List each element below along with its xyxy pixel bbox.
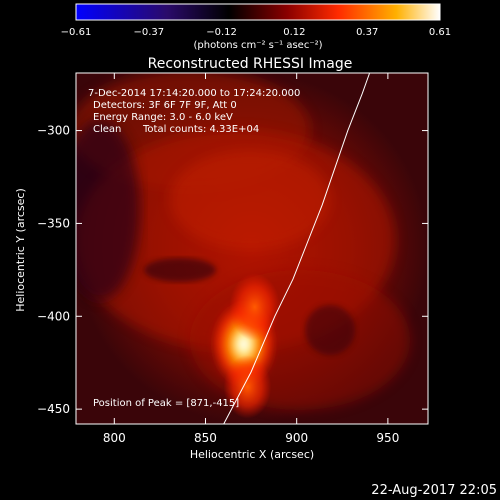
y-tick-label: −400	[37, 309, 70, 323]
emission-sources	[210, 273, 280, 419]
heatmap-image	[76, 73, 428, 424]
x-tick-label: 850	[194, 431, 217, 445]
plot-frame	[75, 72, 429, 425]
axes: 800 850 900 950 −300 −350 −400 −450	[37, 73, 428, 445]
clean-text: Clean	[93, 124, 121, 135]
total-counts-text: Total counts: 4.33E+04	[142, 124, 259, 135]
y-tick-label: −350	[37, 216, 70, 230]
emission-source	[223, 355, 272, 419]
solar-limb-curve	[223, 72, 371, 425]
colorbar-unit-label: (photons cm⁻² s⁻¹ asec⁻²)	[193, 40, 322, 51]
colorbar-tick-label: 0.12	[283, 27, 305, 38]
y-tick-label: −300	[37, 124, 70, 138]
colorbar-tick-label: 0.37	[356, 27, 378, 38]
x-tick-label: 950	[376, 431, 399, 445]
y-axis-label: Heliocentric Y (arcsec)	[14, 188, 27, 312]
colorbar-tick-label: −0.12	[206, 27, 237, 38]
x-tick-label: 800	[103, 431, 126, 445]
timestamp: 22-Aug-2017 22:05	[371, 483, 497, 498]
energy-range-text: Energy Range: 3.0 - 6.0 keV	[93, 112, 233, 123]
time-range-text: 7-Dec-2014 17:14:20.000 to 17:24:20.000	[88, 88, 300, 99]
detectors-text: Detectors: 3F 6F 7F 9F, Att 0	[93, 100, 237, 111]
x-axis-label: Heliocentric X (arcsec)	[190, 448, 314, 461]
colorbar-tick-label: −0.61	[61, 27, 92, 38]
colorbar	[75, 3, 441, 21]
colorbar-ticks: −0.61 −0.37 −0.12 0.12 0.37 0.61	[61, 27, 451, 38]
x-tick-label: 900	[285, 431, 308, 445]
colorbar-tick-label: −0.37	[133, 27, 164, 38]
emission-source	[229, 273, 280, 341]
colorbar-tick-label: 0.61	[429, 27, 451, 38]
chart-title: Reconstructed RHESSI Image	[148, 56, 353, 72]
peak-position-text: Position of Peak = [871,-415]	[93, 398, 239, 409]
y-tick-label: −450	[37, 402, 70, 416]
